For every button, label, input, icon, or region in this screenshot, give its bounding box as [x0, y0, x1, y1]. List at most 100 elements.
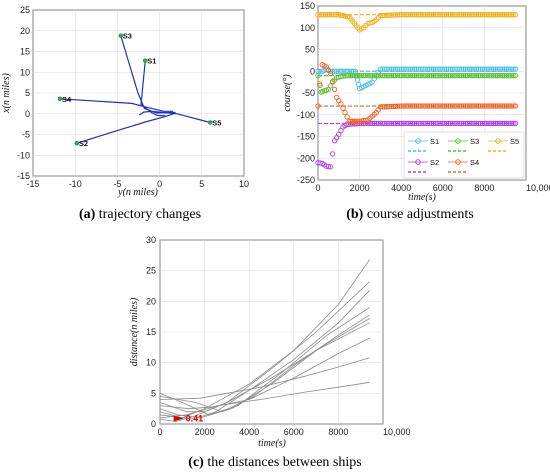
- course-marker-s4: [509, 103, 515, 109]
- course-marker-s4: [470, 103, 476, 109]
- course-marker-s2: [464, 120, 471, 127]
- course-marker-s1: [402, 66, 408, 72]
- course-marker-s4: [423, 103, 429, 109]
- course-marker-s2: [453, 120, 459, 127]
- course-marker-s3: [474, 72, 480, 79]
- course-marker-s3: [442, 72, 448, 79]
- course-marker-s3: [373, 72, 380, 79]
- course-marker-s5: [415, 12, 421, 18]
- course-marker-s1: [445, 66, 452, 72]
- course-marker-s3: [394, 72, 401, 79]
- course-marker-s4: [472, 103, 478, 109]
- course-marker-s1: [436, 66, 442, 72]
- course-marker-s2: [477, 120, 484, 127]
- course-marker-s5: [451, 12, 457, 18]
- course-marker-s5: [492, 12, 499, 18]
- course-y-axis-label: course(°): [282, 74, 293, 112]
- course-marker-s5: [466, 12, 472, 18]
- course-marker-s5: [428, 12, 435, 18]
- course-marker-s2: [440, 120, 446, 127]
- course-marker-s4: [462, 103, 469, 109]
- course-marker-s2: [387, 120, 393, 127]
- course-marker-s2: [455, 120, 461, 127]
- distance-y-axis-label: distance(n miles): [129, 297, 140, 366]
- course-marker-s3: [417, 72, 423, 79]
- course-marker-s4: [492, 103, 499, 109]
- course-marker-s4: [477, 103, 484, 109]
- course-marker-s5: [400, 12, 406, 18]
- course-marker-s2: [329, 151, 336, 157]
- legend-label-s1: S1: [430, 137, 439, 146]
- course-marker-s5: [328, 12, 334, 18]
- course-marker-s2: [498, 120, 504, 127]
- course-marker-s4: [487, 103, 493, 109]
- course-marker-s2: [496, 120, 502, 127]
- course-marker-s4: [348, 118, 354, 124]
- y-tick-label: 15: [20, 47, 30, 57]
- course-marker-s5: [485, 12, 491, 18]
- course-marker-s3: [432, 72, 438, 79]
- course-marker-s3: [445, 72, 452, 79]
- trajectory-s5: [138, 110, 211, 124]
- course-marker-s5: [379, 12, 385, 19]
- course-marker-s4: [394, 103, 401, 109]
- course-marker-s4: [451, 103, 457, 109]
- course-marker-s1: [385, 66, 391, 72]
- course-marker-s5: [383, 12, 389, 18]
- course-marker-s3: [498, 72, 504, 79]
- course-marker-s3: [489, 72, 495, 79]
- course-caption-letter: (b): [346, 207, 363, 222]
- course-marker-s4: [453, 103, 459, 109]
- course-marker-s2: [479, 120, 486, 127]
- course-marker-s5: [462, 12, 469, 18]
- course-marker-s4: [434, 103, 440, 109]
- course-marker-s2: [392, 120, 399, 127]
- course-chart: 0 2000 4000 6000 8000 10,000 -250 -200 -150 -100 -…: [282, 1, 550, 222]
- course-marker-s2: [500, 120, 506, 127]
- course-marker-s4: [387, 103, 393, 110]
- course-marker-s3: [348, 72, 354, 79]
- course-marker-s2: [466, 120, 472, 127]
- course-marker-s2: [494, 120, 500, 127]
- course-marker-s4: [363, 117, 369, 123]
- course-marker-s4: [442, 103, 448, 109]
- course-marker-s2: [425, 120, 431, 127]
- course-marker-s5: [472, 12, 478, 18]
- course-marker-s5: [326, 12, 332, 18]
- course-marker-s5: [507, 12, 513, 18]
- course-marker-s3: [366, 72, 372, 79]
- course-marker-s1: [415, 66, 421, 72]
- distance-lines: [159, 259, 370, 422]
- legend-label-s3: S3: [470, 137, 479, 146]
- course-marker-s2: [327, 164, 334, 170]
- distance-line: [159, 357, 370, 400]
- course-marker-s3: [377, 72, 384, 79]
- course-marker-s3: [500, 72, 506, 79]
- course-marker-s2: [385, 120, 391, 127]
- y-tick-label: -150: [297, 132, 315, 142]
- course-marker-s5: [436, 12, 442, 18]
- course-marker-s2: [372, 120, 378, 127]
- course-marker-s3: [483, 72, 489, 79]
- course-marker-s3: [451, 72, 457, 79]
- course-marker-s2: [394, 120, 401, 127]
- course-marker-s3: [430, 72, 436, 79]
- course-marker-s4: [489, 103, 495, 109]
- annotation-label: 0.41: [186, 413, 204, 423]
- course-marker-s3: [372, 72, 378, 79]
- course-marker-s1: [483, 66, 489, 72]
- course-marker-s2: [368, 120, 374, 127]
- x-tick-label: -15: [26, 179, 39, 189]
- course-marker-s5: [453, 12, 459, 18]
- y-tick-label: 0: [25, 109, 30, 119]
- course-marker-s5: [426, 12, 433, 18]
- distance-line: [159, 381, 370, 419]
- x-tick-label: 0: [315, 183, 320, 193]
- course-marker-s4: [490, 103, 497, 109]
- course-caption-text: course adjustments: [363, 207, 473, 222]
- course-marker-s1: [387, 66, 393, 72]
- course-marker-s2: [415, 120, 421, 127]
- course-marker-s5: [440, 12, 446, 18]
- course-marker-s5: [413, 12, 419, 18]
- course-marker-s5: [503, 12, 510, 18]
